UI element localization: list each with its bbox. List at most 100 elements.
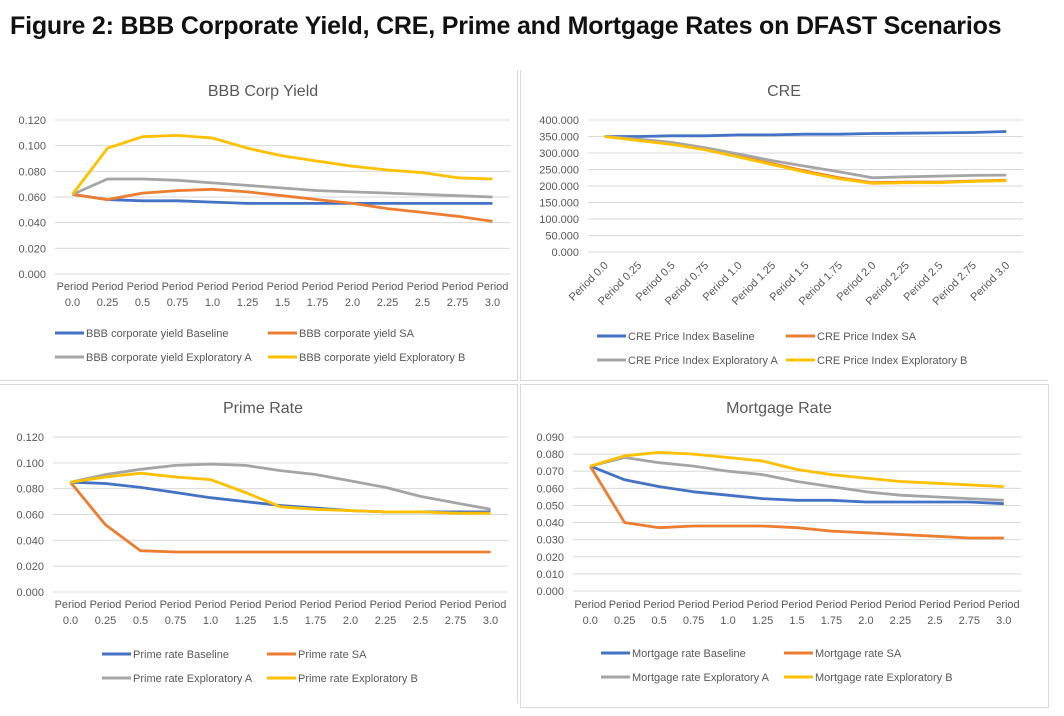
- y-tick-label: 0.020: [16, 561, 44, 573]
- x-tick-label: Period 2.75: [953, 599, 985, 627]
- legend-label: CRE Price Index Baseline: [628, 331, 755, 343]
- series-line: [604, 135, 1007, 185]
- x-tick-label: Period 2.75: [440, 599, 472, 627]
- x-tick-label: Period 1.75: [302, 281, 334, 309]
- y-tick-label: 0.080: [536, 449, 564, 461]
- x-tick-label: Period 0.5: [125, 599, 157, 627]
- x-tick-label: Period 2.5: [919, 599, 951, 627]
- y-tick-label: 0.050: [536, 500, 564, 512]
- x-tick-label: Period 1.0: [197, 281, 229, 309]
- legend-label: BBB corporate yield Exploratory B: [299, 352, 465, 364]
- y-tick-label: 350.000: [539, 132, 579, 144]
- chart-panel-bbb-corp-yield: BBB Corp Yield 0.000 0.020 0.040 0.060 0.080 0…: [0, 70, 518, 381]
- x-tick-label: Period 0.5: [127, 281, 159, 309]
- legend-label: CRE Price Index SA: [817, 331, 917, 343]
- y-tick-label: 0.080: [18, 166, 46, 178]
- x-tick-label: Period 0.25: [90, 599, 122, 627]
- series-line: [589, 465, 1004, 540]
- y-tick-label: 0.090: [536, 432, 564, 444]
- x-tick-label: Period 1.75: [300, 599, 332, 627]
- y-tick-label: 0.100: [18, 141, 46, 153]
- x-tick-label: Period 2.0: [337, 281, 369, 309]
- x-tick-label: Period 2.25: [370, 599, 402, 627]
- y-tick-label: 0.060: [536, 483, 564, 495]
- y-tick-label: 0.000: [18, 269, 46, 281]
- x-tick-label: Period 0.25: [609, 599, 641, 627]
- series-line: [71, 134, 493, 196]
- series-line: [69, 481, 491, 554]
- figure-title: Figure 2: BBB Corporate Yield, CRE, Prim…: [10, 12, 1002, 40]
- chart-panel-cre: CRE 0.000 50.000 100.000 150.000 200.000 250.0…: [520, 70, 1048, 381]
- x-tick-label: Period 2.5: [407, 281, 439, 309]
- y-tick-label: 0.060: [18, 192, 46, 204]
- series-line: [72, 193, 493, 205]
- x-tick-label: Period 1.25: [232, 281, 264, 309]
- y-tick-label: 0.010: [536, 569, 564, 581]
- series-line: [589, 464, 1004, 506]
- x-tick-label: Period 3.0: [988, 599, 1020, 627]
- y-tick-label: 50.000: [545, 231, 579, 243]
- y-tick-label: 150.000: [539, 198, 579, 210]
- y-tick-label: 0.120: [16, 432, 44, 444]
- y-tick-label: 200.000: [539, 181, 579, 193]
- series-line: [71, 177, 493, 199]
- x-tick-label: Period 0.0: [574, 599, 606, 627]
- chart-mortgage-rate: Mortgage Rate 0.000 0.010 0.020 0.030 0.040 0.…: [536, 400, 1021, 684]
- x-tick-label: Period 3.0: [475, 599, 507, 627]
- y-tick-label: 250.000: [539, 165, 579, 177]
- x-tick-label: Period 0.25: [92, 281, 124, 309]
- chart-bbb-corp-yield: BBB Corp Yield 0.000 0.020 0.040 0.060 0.080 0…: [18, 83, 510, 364]
- legend-label: Mortgage rate Exploratory B: [815, 672, 953, 684]
- chart-prime-rate: Prime Rate 0.000 0.020 0.040 0.060 0.080 0.100…: [16, 400, 508, 685]
- legend-label: CRE Price Index Exploratory B: [817, 355, 967, 367]
- y-tick-label: 100.000: [539, 214, 579, 226]
- legend-label: Prime rate Exploratory B: [298, 673, 418, 685]
- x-tick-label: Period 2.5: [405, 599, 437, 627]
- chart-panel-prime-rate: Prime Rate 0.000 0.020 0.040 0.060 0.080 0.100…: [0, 384, 518, 703]
- series-line: [589, 451, 1004, 488]
- x-tick-label: Period 1.0: [712, 599, 744, 627]
- legend-label: Mortgage rate SA: [815, 648, 902, 660]
- y-tick-label: 0.000: [536, 586, 564, 598]
- x-tick-label: Period 0.0: [55, 599, 87, 627]
- x-tick-label: Period 2.0: [335, 599, 367, 627]
- legend-label: Prime rate Baseline: [133, 649, 229, 661]
- x-tick-label: Period 3.0: [477, 281, 509, 309]
- x-tick-label: Period 1.75: [816, 599, 848, 627]
- x-tick-label: Period 1.0: [195, 599, 227, 627]
- series-line: [70, 471, 491, 515]
- x-tick-label: Period 0.75: [160, 599, 192, 627]
- legend-label: Mortgage rate Exploratory A: [632, 672, 770, 684]
- x-tick-label: Period 2.25: [372, 281, 404, 309]
- chart-panel-mortgage-rate: Mortgage Rate 0.000 0.010 0.020 0.030 0.040 0.…: [520, 384, 1049, 708]
- y-tick-label: 0.100: [16, 458, 44, 470]
- chart-title: Prime Rate: [223, 400, 303, 417]
- x-tick-label: Period 0.75: [162, 281, 194, 309]
- legend-label: Mortgage rate Baseline: [632, 648, 746, 660]
- x-tick-label: Period 0.0: [57, 281, 89, 309]
- y-tick-label: 0.060: [16, 510, 44, 522]
- x-tick-label: Period 1.25: [747, 599, 779, 627]
- series-line: [604, 130, 1007, 138]
- chart-title: CRE: [767, 83, 801, 100]
- y-tick-label: 0.080: [16, 484, 44, 496]
- y-tick-label: 0.030: [536, 535, 564, 547]
- legend-label: Prime rate SA: [298, 649, 367, 661]
- x-tick-label: Period 1.5: [781, 599, 813, 627]
- x-tick-label: Period 2.75: [442, 281, 474, 309]
- y-tick-label: 0.120: [18, 115, 46, 127]
- legend-label: Prime rate Exploratory A: [133, 673, 253, 685]
- x-tick-label: Period 2.0: [850, 599, 882, 627]
- x-tick-label: Period 0.75: [678, 599, 710, 627]
- y-tick-label: 0.070: [536, 466, 564, 478]
- x-tick-label: Period 1.25: [230, 599, 262, 627]
- chart-cre: CRE 0.000 50.000 100.000 150.000 200.000 250.0…: [539, 83, 1023, 367]
- y-tick-label: 0.000: [551, 247, 579, 259]
- legend-label: BBB corporate yield Baseline: [86, 328, 228, 340]
- x-tick-label: Period 2.25: [884, 599, 916, 627]
- y-tick-label: 0.020: [18, 243, 46, 255]
- y-tick-label: 0.000: [16, 587, 44, 599]
- x-tick-label: Period 1.5: [267, 281, 299, 309]
- y-tick-label: 0.040: [16, 535, 44, 547]
- chart-title: BBB Corp Yield: [208, 83, 318, 100]
